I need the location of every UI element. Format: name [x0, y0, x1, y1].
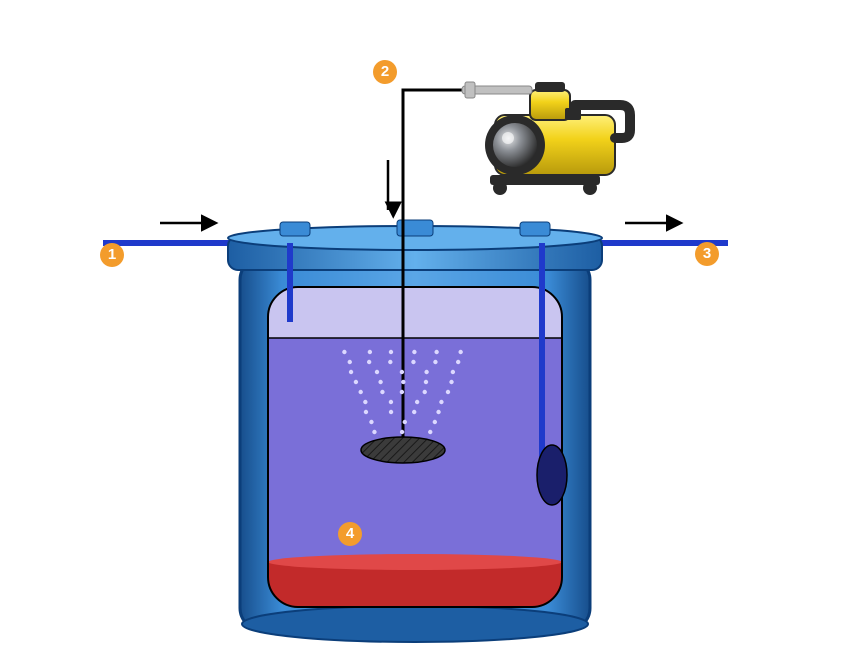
air-bubble: [400, 390, 404, 394]
air-bubble: [368, 350, 372, 354]
tank-bottom-rim: [242, 606, 588, 642]
air-bubble: [354, 380, 358, 384]
air-bubble: [380, 390, 384, 394]
air-bubble: [412, 350, 416, 354]
air-bubble: [401, 380, 405, 384]
air-bubble: [364, 410, 368, 414]
sediment-surface: [268, 554, 562, 570]
air-bubble: [411, 360, 415, 364]
air-bubble: [424, 370, 428, 374]
air-bubble: [415, 400, 419, 404]
air-bubble: [389, 350, 393, 354]
air-bubble: [400, 370, 404, 374]
air-bubble: [433, 420, 437, 424]
air-bubble: [389, 410, 393, 414]
air-bubble: [342, 350, 346, 354]
air-bubble: [363, 400, 367, 404]
compressor-switch: [565, 108, 581, 120]
air-bubble: [412, 410, 416, 414]
air-bubble: [458, 350, 462, 354]
air-bubble: [428, 430, 432, 434]
diffuser-stone: [361, 437, 445, 463]
air-bubble: [436, 410, 440, 414]
air-compressor: [462, 82, 630, 195]
air-bubble: [449, 380, 453, 384]
air-bubble: [372, 430, 376, 434]
compressor-layer: [462, 82, 630, 195]
callout-marker-4: 4: [338, 522, 362, 546]
compressor-cylinder: [530, 90, 570, 120]
callout-marker-2: 2: [373, 60, 397, 84]
air-bubble: [456, 360, 460, 364]
air-bubble: [446, 390, 450, 394]
air-bubble: [388, 360, 392, 364]
air-bubble: [369, 420, 373, 424]
float-valve: [537, 445, 567, 505]
air-bubble: [400, 430, 404, 434]
air-bubble: [378, 380, 382, 384]
callout-marker-3: 3: [695, 242, 719, 266]
air-bubble: [403, 420, 407, 424]
air-bubble: [434, 350, 438, 354]
air-bubble: [367, 360, 371, 364]
tank-layer: [228, 220, 602, 642]
tank-cap: [280, 222, 310, 236]
air-bubble: [433, 360, 437, 364]
air-bubble: [423, 390, 427, 394]
air-bubble: [424, 380, 428, 384]
air-bubble: [375, 370, 379, 374]
diagram-canvas: [0, 0, 850, 669]
air-bubble: [389, 400, 393, 404]
air-bubble: [349, 370, 353, 374]
air-bubble: [451, 370, 455, 374]
callout-marker-1: 1: [100, 243, 124, 267]
air-bubble: [439, 400, 443, 404]
tank-cap: [520, 222, 550, 236]
air-bubble: [358, 390, 362, 394]
air-bubble: [348, 360, 352, 364]
aeration-tank-diagram: 1 2 3 4: [0, 0, 850, 669]
